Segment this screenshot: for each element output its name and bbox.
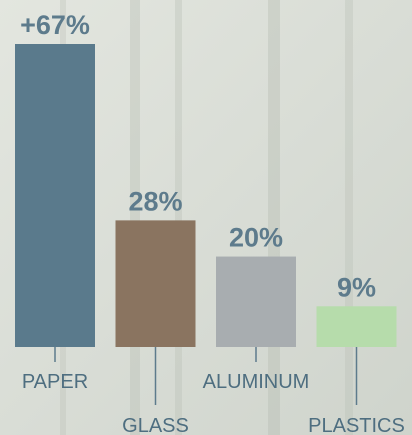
bar xyxy=(216,256,296,347)
category-label: ALUMINUM xyxy=(203,371,310,393)
bar xyxy=(15,44,95,347)
bar xyxy=(115,220,196,347)
category-label: PLASTICS xyxy=(308,415,405,435)
value-label: +67% xyxy=(20,10,90,40)
category-label: GLASS xyxy=(122,415,189,435)
bar xyxy=(316,306,397,347)
value-label: 28% xyxy=(128,186,182,216)
value-label: 20% xyxy=(229,223,283,253)
value-label: 9% xyxy=(337,272,376,302)
category-label: PAPER xyxy=(22,371,88,393)
